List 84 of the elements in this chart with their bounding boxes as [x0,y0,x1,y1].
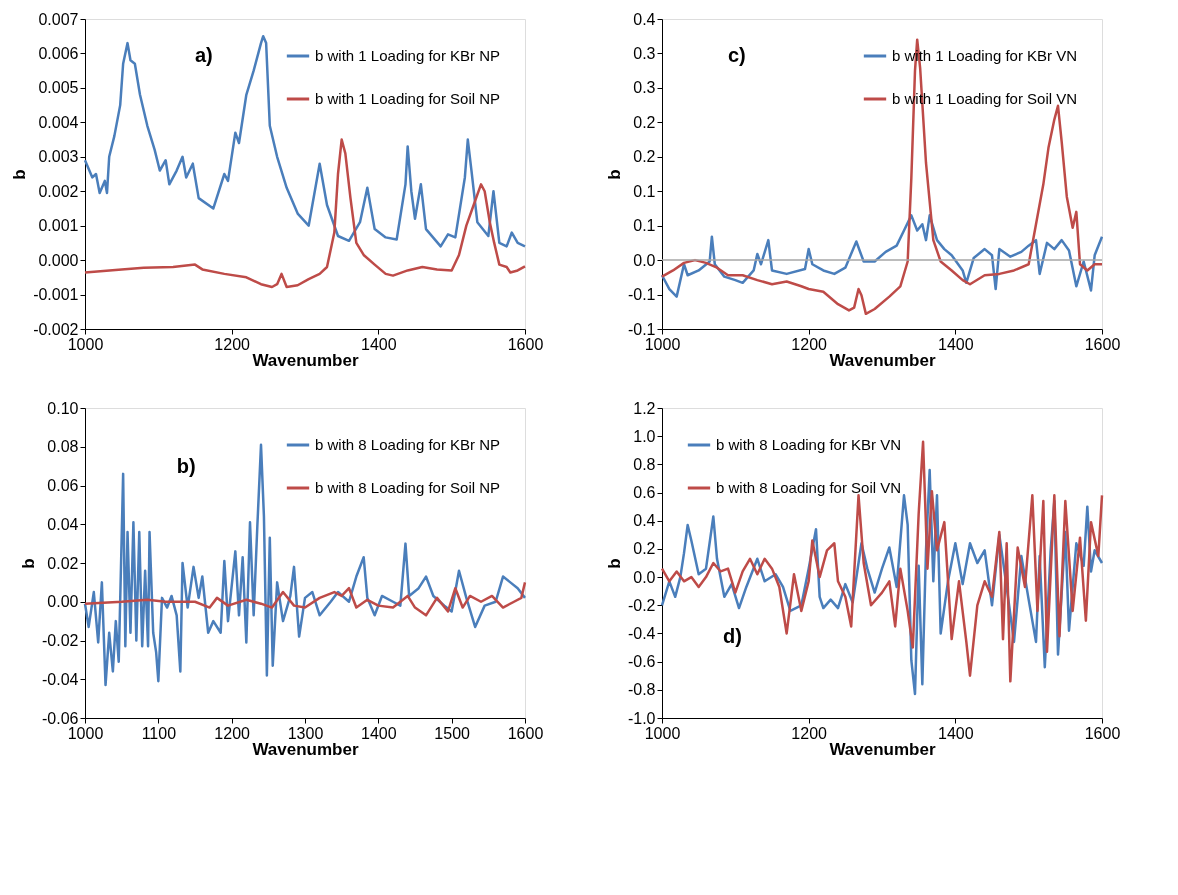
y-tick-label: -0.8 [627,681,656,699]
x-axis-title: Wavenumber [252,739,359,759]
y-tick-label: 0.8 [633,455,656,473]
x-tick-label: 1000 [67,335,104,353]
y-tick-label: -0.6 [627,653,656,671]
y-tick-label: 0.02 [47,554,79,572]
y-tick-label: -0.04 [42,670,79,688]
y-tick-label: 0.002 [38,182,79,200]
line-series [83,34,527,248]
legend-label: b with 1 Loading for Soil NP [315,90,501,107]
x-tick-label: 1600 [507,724,544,742]
x-tick-label: 1400 [361,724,397,742]
y-tick-label: 0.003 [38,148,79,166]
y-tick-label: 0.2 [633,148,656,166]
x-tick-label: 1600 [1084,335,1121,353]
x-tick-label: 1200 [791,724,828,742]
y-tick-label: 0.0 [633,251,656,269]
x-tick-label: 1300 [287,724,324,742]
y-axis-title: b [10,169,30,180]
x-tick-label: 1200 [791,335,828,353]
y-tick-label: 0.001 [38,217,79,235]
annotation: a) [194,44,213,67]
y-tick-label: 1.2 [633,399,656,417]
legend-label: b with 1 Loading for KBr NP [315,47,501,64]
y-tick-label: 0.000 [38,251,79,269]
legend-label: b with 8 Loading for Soil NP [315,479,501,496]
y-tick-label: -0.1 [627,320,656,338]
y-tick-label: 0.005 [38,79,79,97]
y-tick-label: 0.04 [47,515,79,533]
legend-label: b with 8 Loading for KBr VN [716,436,902,453]
x-tick-label: 1200 [214,724,251,742]
y-tick-label: 0.007 [38,10,79,28]
y-tick-label: 0.00 [47,593,79,611]
line-series [660,214,1104,298]
y-tick-label: -0.001 [33,286,79,304]
y-tick-label: -0.1 [627,286,656,304]
y-axis-title: b [604,558,624,569]
y-tick-label: 0.4 [633,512,656,530]
x-tick-label: 1000 [644,724,681,742]
legend-label: b with 8 Loading for Soil VN [716,479,902,496]
x-tick-label: 1200 [214,335,251,353]
x-tick-label: 1000 [644,335,681,353]
y-axis-title: b [19,558,39,569]
line-series [83,138,527,289]
annotation: c) [727,44,746,67]
x-axis-title: Wavenumber [252,350,359,370]
y-tick-label: 0.004 [38,113,79,131]
x-tick-label: 1400 [938,724,974,742]
y-tick-label: 0.4 [633,10,656,28]
legend-label: b with 8 Loading for KBr NP [315,436,501,453]
y-tick-label: 0.1 [633,217,656,235]
y-tick-label: 0.1 [633,182,656,200]
line-series [83,581,527,617]
x-tick-label: 1400 [361,335,397,353]
y-tick-label: 0.06 [47,477,79,494]
y-tick-label: -0.06 [42,709,79,727]
x-axis-title: Wavenumber [829,350,936,370]
x-tick-label: 1600 [1084,724,1121,742]
y-tick-label: -0.2 [627,596,656,614]
x-tick-label: 1600 [507,335,544,353]
y-tick-label: 0.006 [38,44,79,62]
line-series [660,38,1104,316]
x-tick-label: 1000 [67,724,104,742]
y-tick-label: 0.3 [633,44,656,62]
y-tick-label: 0.3 [633,79,656,97]
line-series [660,440,1104,683]
y-tick-label: 0.10 [47,399,79,417]
y-tick-label: 0.0 [633,568,656,586]
y-tick-label: -0.02 [42,632,79,649]
y-tick-label: 0.2 [633,113,656,131]
x-tick-label: 1400 [938,335,974,353]
y-tick-label: -0.002 [33,320,79,338]
annotation: d) [722,625,742,648]
y-tick-label: -1.0 [627,709,656,727]
y-tick-label: 0.08 [47,438,79,456]
y-tick-label: 0.6 [633,484,656,502]
x-tick-label: 1100 [141,724,177,742]
x-axis-title: Wavenumber [829,739,936,759]
y-tick-label: 0.2 [633,540,656,558]
annotation: b) [176,454,196,477]
y-axis-title: b [604,169,624,180]
x-tick-label: 1500 [434,724,471,742]
y-tick-label: 1.0 [633,427,656,445]
y-tick-label: -0.4 [627,624,656,642]
